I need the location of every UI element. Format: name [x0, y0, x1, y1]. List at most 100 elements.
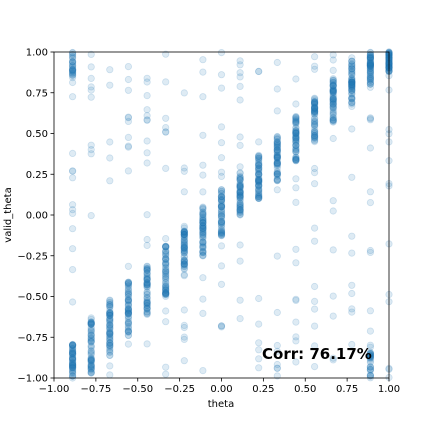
scatter-point: [348, 102, 356, 111]
scatter-point: [273, 158, 281, 166]
scatter-point: [217, 48, 226, 57]
scatter-point: [199, 227, 207, 235]
scatter-point: [273, 143, 281, 151]
scatter-point: [292, 147, 300, 155]
scatter-point: [124, 295, 132, 303]
scatter-point: [292, 175, 300, 183]
scatter-point: [255, 170, 263, 178]
scatter-point: [143, 310, 151, 318]
scatter-point: [199, 244, 207, 252]
scatter-point: [106, 296, 114, 304]
scatter-point: [273, 148, 281, 156]
scatter-point: [180, 260, 188, 268]
scatter-point: [273, 153, 281, 161]
scatter-point: [217, 231, 226, 240]
scatter-point: [143, 271, 151, 279]
scatter-point: [69, 341, 77, 349]
scatter-point: [143, 275, 151, 283]
scatter-point: [199, 239, 207, 248]
scatter-point: [273, 160, 281, 168]
scatter-point: [106, 311, 114, 320]
scatter-point: [217, 210, 226, 218]
scatter-point: [162, 278, 170, 286]
scatter-point: [106, 321, 114, 329]
scatter-point: [124, 308, 132, 316]
scatter-point: [217, 186, 226, 194]
scatter-point: [255, 186, 263, 194]
scatter-point: [255, 177, 263, 186]
scatter-point: [180, 167, 188, 175]
scatter-point: [236, 188, 244, 196]
scatter-point: [106, 309, 114, 317]
scatter-point: [69, 58, 77, 66]
scatter-point: [143, 304, 151, 313]
scatter-point: [292, 119, 300, 127]
scatter-point: [162, 286, 170, 294]
x-tick-label: 0.75: [336, 384, 358, 395]
scatter-point: [255, 164, 263, 172]
scatter-point: [69, 356, 77, 364]
scatter-point: [236, 180, 244, 189]
scatter-point: [255, 175, 263, 183]
scatter-point: [292, 129, 300, 137]
scatter-point: [329, 66, 337, 75]
scatter-point: [106, 308, 114, 316]
scatter-point: [199, 219, 207, 227]
scatter-point: [199, 243, 207, 251]
scatter-point: [236, 257, 244, 265]
scatter-point: [87, 361, 95, 369]
scatter-point: [87, 330, 95, 338]
scatter-point: [106, 81, 114, 89]
scatter-point: [292, 112, 300, 121]
scatter-point: [292, 133, 300, 141]
scatter-point: [199, 228, 207, 237]
scatter-point: [180, 231, 188, 239]
scatter-point: [329, 109, 337, 117]
scatter-point: [69, 149, 77, 157]
y-tick-label: −0.75: [17, 333, 48, 344]
scatter-point: [124, 301, 132, 309]
scatter-point: [69, 48, 77, 57]
scatter-point: [143, 265, 151, 273]
scatter-point: [255, 192, 263, 200]
scatter-point: [310, 137, 319, 145]
scatter-point: [69, 265, 77, 274]
scatter-point: [124, 288, 132, 296]
scatter-point: [162, 283, 170, 292]
scatter-point: [124, 306, 132, 314]
scatter-point: [162, 370, 170, 378]
scatter-point: [69, 362, 77, 370]
scatter-point: [273, 139, 281, 147]
scatter-point: [124, 290, 132, 298]
scatter-point: [162, 128, 170, 136]
scatter-point: [329, 116, 337, 124]
scatter-point: [217, 230, 226, 238]
scatter-point: [236, 206, 244, 214]
scatter-point: [348, 289, 356, 298]
scatter-point: [69, 71, 77, 79]
scatter-point: [124, 305, 132, 313]
scatter-point: [273, 360, 281, 369]
scatter-point: [180, 247, 188, 255]
scatter-point: [162, 267, 170, 275]
scatter-point: [180, 260, 188, 268]
scatter-point: [69, 372, 77, 380]
scatter-point: [217, 202, 226, 211]
scatter-point: [143, 274, 151, 282]
scatter-point: [106, 314, 114, 322]
scatter-point: [180, 261, 188, 269]
scatter-point: [348, 86, 356, 95]
scatter-point: [255, 181, 263, 189]
scatter-point: [162, 266, 170, 274]
scatter-point: [124, 312, 132, 320]
scatter-point: [199, 208, 207, 216]
scatter-point: [199, 295, 207, 303]
scatter-point: [106, 302, 114, 310]
scatter-point: [106, 321, 114, 329]
scatter-point: [236, 182, 244, 190]
scatter-point: [348, 249, 356, 257]
scatter-point: [180, 245, 188, 253]
scatter-point: [366, 144, 374, 152]
scatter-point: [124, 290, 132, 298]
scatter-point: [292, 132, 300, 140]
